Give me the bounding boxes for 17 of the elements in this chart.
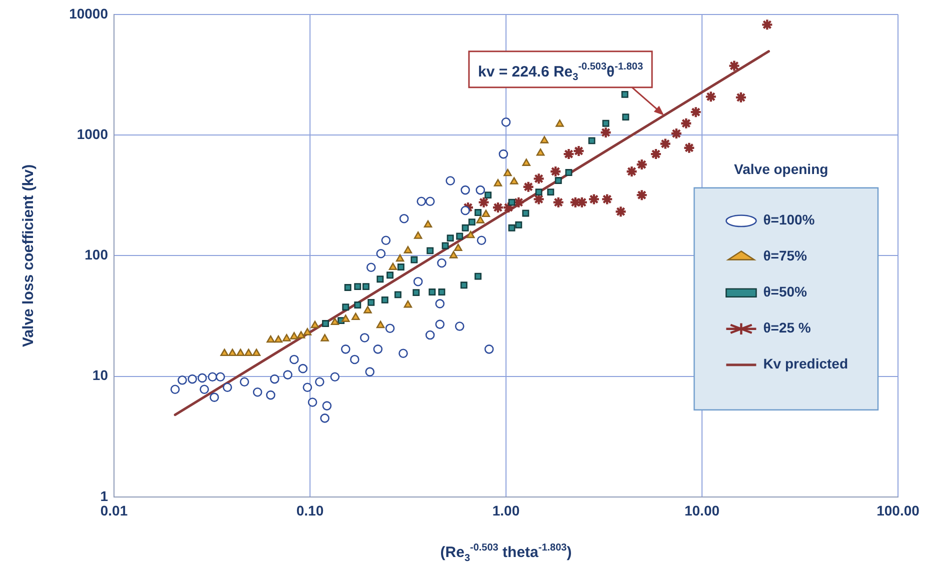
legend-title: Valve opening [734, 160, 828, 177]
x-tick-label: 0.10 [296, 502, 324, 518]
y-tick-label: 10000 [69, 5, 108, 22]
x-tick-label: 0.01 [100, 502, 128, 518]
x-tick-label: 1.00 [492, 502, 520, 518]
y-tick-label: 1 [100, 488, 108, 504]
legend-label: Kv predicted [763, 356, 848, 372]
legend-label: θ=100% [763, 212, 816, 228]
y-tick-label: 1000 [76, 126, 108, 142]
y-tick-label: 100 [84, 246, 108, 263]
y-tick-label: 10 [92, 367, 108, 384]
x-tick-label: 10.00 [684, 502, 720, 518]
legend-label: θ=75% [763, 248, 808, 264]
legend-label: θ=25 % [763, 320, 812, 336]
x-tick-label: 100.00 [876, 502, 920, 518]
y-axis-title: Valve loss coefficient (kv) [20, 164, 38, 347]
legend-label: θ=50% [763, 284, 808, 300]
